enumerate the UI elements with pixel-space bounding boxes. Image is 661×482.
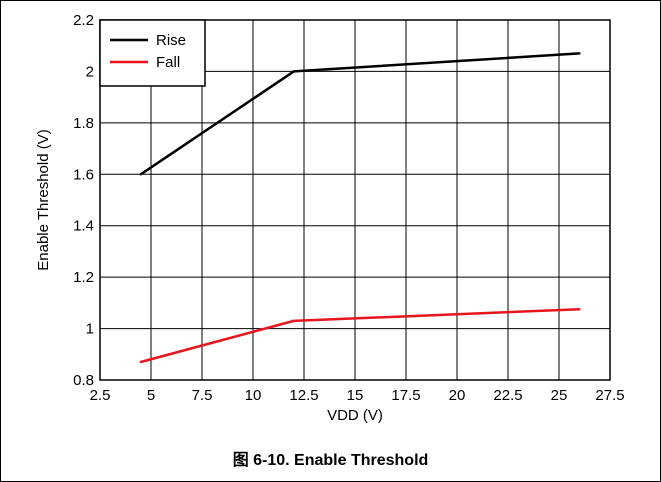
legend: Rise Fall [99, 19, 206, 87]
y-tick-label: 2 [86, 63, 94, 80]
legend-label-rise: Rise [156, 32, 186, 49]
x-tick-label: 10 [245, 387, 262, 404]
tick-labels: 2.5 5 7.5 10 12.5 15 17.5 20 22.5 25 27.5 0.8 1 1.2 1.… [73, 12, 624, 404]
x-tick-label: 12.5 [289, 387, 318, 404]
series-lines [139, 52, 581, 364]
y-tick-label: 1 [86, 321, 94, 338]
y-tick-label: 1.6 [73, 166, 94, 183]
x-tick-label: 27.5 [595, 387, 624, 404]
data-point-fall [578, 308, 581, 311]
x-tick-label: 5 [147, 387, 155, 404]
series-line-fall [140, 308, 580, 364]
data-point-fall [139, 360, 142, 364]
x-tick-label: 2.5 [90, 387, 111, 404]
x-tick-label: 7.5 [192, 387, 213, 404]
x-axis-label: VDD (V) [327, 407, 383, 424]
data-point-rise [139, 173, 142, 176]
x-tick-label: 17.5 [391, 387, 420, 404]
data-point-rise [292, 70, 295, 73]
y-tick-label: 1.8 [73, 115, 94, 132]
data-point-rise [578, 52, 581, 55]
x-tick-label: 22.5 [493, 387, 522, 404]
x-tick-label: 20 [449, 387, 466, 404]
y-tick-label: 2.2 [73, 12, 94, 29]
y-tick-label: 1.2 [73, 269, 94, 286]
y-tick-label: 0.8 [73, 372, 94, 389]
legend-label-fall: Fall [156, 54, 180, 71]
y-axis-label: Enable Threshold (V) [35, 129, 52, 270]
data-point-fall [292, 319, 295, 323]
figure-caption: 图 6-10. Enable Threshold [232, 452, 429, 469]
x-tick-label: 15 [347, 387, 364, 404]
enable-threshold-chart: 2.5 5 7.5 10 12.5 15 17.5 20 22.5 25 27.5 0.8 1 1.2 1.… [35, 12, 625, 424]
x-tick-label: 25 [551, 387, 568, 404]
y-tick-label: 1.4 [73, 218, 94, 235]
plot-border [99, 19, 611, 381]
legend-box [99, 19, 206, 87]
